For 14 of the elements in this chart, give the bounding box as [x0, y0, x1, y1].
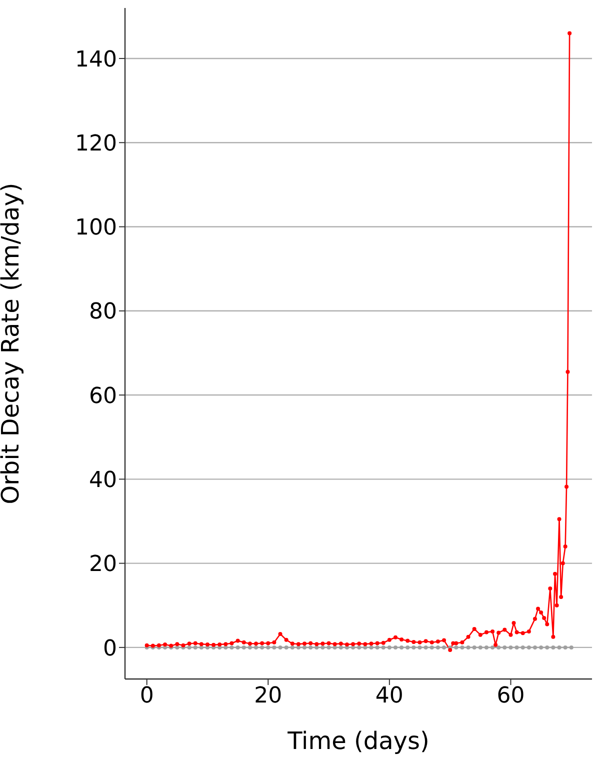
y-tick-label: 100 [75, 216, 117, 241]
y-tick-label: 0 [103, 636, 117, 662]
x-axis-title: Time (days) [286, 727, 430, 755]
x-tick-label: 60 [496, 684, 525, 709]
y-tick-label: 60 [89, 384, 117, 409]
y-tick-label: 80 [89, 300, 117, 325]
y-tick-label: 20 [89, 552, 117, 578]
x-tick-label: 0 [140, 684, 154, 709]
y-tick-label: 40 [89, 468, 117, 493]
y-axis-title: Orbit Decay Rate (km/day) [0, 182, 25, 504]
x-tick-label: 20 [254, 684, 282, 709]
y-tick-label: 140 [75, 47, 117, 72]
x-tick-label: 40 [375, 684, 404, 709]
y-tick-label: 120 [75, 131, 117, 156]
